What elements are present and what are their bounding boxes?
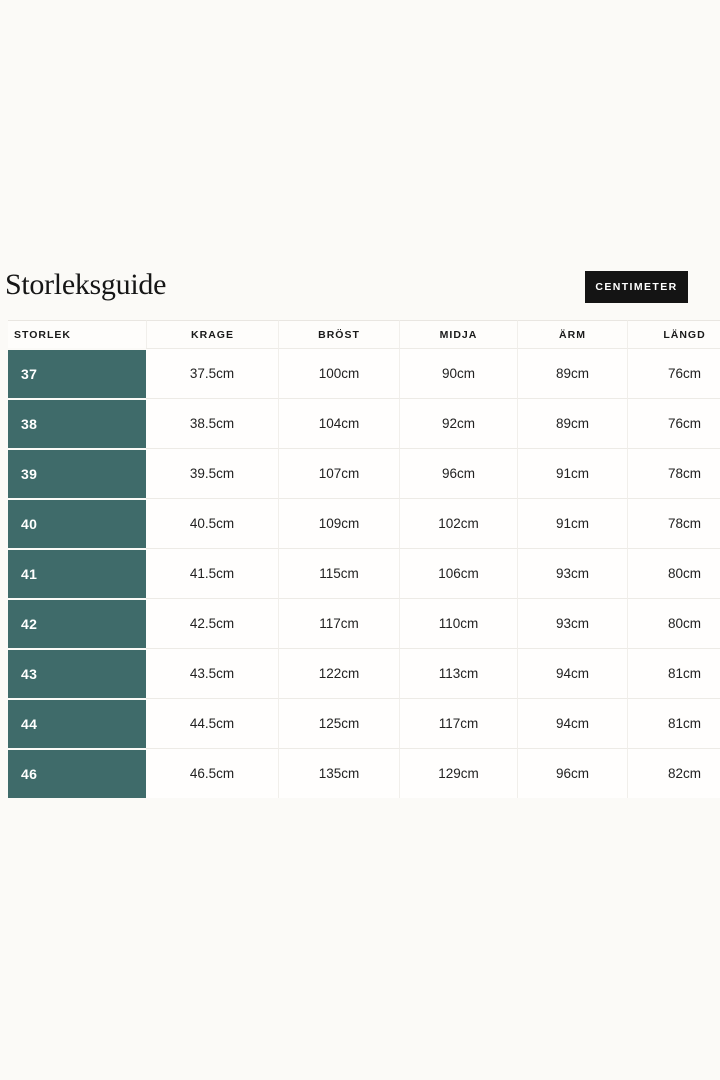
size-cell: 38: [8, 398, 146, 448]
measurement-cell-midja: 92cm: [399, 398, 517, 448]
measurement-cell-langd: 76cm: [627, 398, 720, 448]
size-guide-table: STORLEK KRAGE BRÖST MIDJA ÄRM LÄNGD 37 3…: [8, 320, 720, 798]
measurement-cell-langd: 81cm: [627, 648, 720, 698]
measurement-cell-langd: 80cm: [627, 598, 720, 648]
measurement-cell-krage: 39.5cm: [146, 448, 278, 498]
measurement-cell-krage: 42.5cm: [146, 598, 278, 648]
column-header-storlek: STORLEK: [8, 320, 146, 348]
measurement-cell-arm: 93cm: [517, 598, 627, 648]
column-header-krage: KRAGE: [146, 320, 278, 348]
table-row: 42 42.5cm 117cm 110cm 93cm 80cm: [8, 598, 720, 648]
measurement-cell-langd: 82cm: [627, 748, 720, 798]
table-row: 40 40.5cm 109cm 102cm 91cm 78cm: [8, 498, 720, 548]
table-row: 46 46.5cm 135cm 129cm 96cm 82cm: [8, 748, 720, 798]
column-header-brost: BRÖST: [278, 320, 399, 348]
measurement-cell-langd: 76cm: [627, 348, 720, 398]
measurement-cell-arm: 89cm: [517, 348, 627, 398]
measurement-cell-brost: 107cm: [278, 448, 399, 498]
size-cell: 42: [8, 598, 146, 648]
measurement-cell-midja: 96cm: [399, 448, 517, 498]
size-cell: 44: [8, 698, 146, 748]
size-cell: 43: [8, 648, 146, 698]
table-header-row: STORLEK KRAGE BRÖST MIDJA ÄRM LÄNGD: [8, 320, 720, 348]
table-row: 39 39.5cm 107cm 96cm 91cm 78cm: [8, 448, 720, 498]
measurement-cell-arm: 93cm: [517, 548, 627, 598]
size-cell: 37: [8, 348, 146, 398]
size-cell: 40: [8, 498, 146, 548]
measurement-cell-krage: 40.5cm: [146, 498, 278, 548]
size-cell: 46: [8, 748, 146, 798]
measurement-cell-langd: 78cm: [627, 498, 720, 548]
measurement-cell-krage: 38.5cm: [146, 398, 278, 448]
measurement-cell-arm: 89cm: [517, 398, 627, 448]
table-row: 37 37.5cm 100cm 90cm 89cm 76cm: [8, 348, 720, 398]
measurement-cell-langd: 80cm: [627, 548, 720, 598]
size-cell: 41: [8, 548, 146, 598]
measurement-cell-krage: 43.5cm: [146, 648, 278, 698]
measurement-cell-krage: 37.5cm: [146, 348, 278, 398]
table-body: 37 37.5cm 100cm 90cm 89cm 76cm 38 38.5cm…: [8, 348, 720, 798]
measurement-cell-arm: 96cm: [517, 748, 627, 798]
measurement-cell-arm: 94cm: [517, 698, 627, 748]
measurement-cell-brost: 122cm: [278, 648, 399, 698]
table-row: 44 44.5cm 125cm 117cm 94cm 81cm: [8, 698, 720, 748]
measurement-cell-midja: 110cm: [399, 598, 517, 648]
measurement-cell-brost: 117cm: [278, 598, 399, 648]
measurement-cell-midja: 106cm: [399, 548, 517, 598]
measurement-cell-brost: 135cm: [278, 748, 399, 798]
measurement-cell-krage: 44.5cm: [146, 698, 278, 748]
unit-toggle-button[interactable]: CENTIMETER: [585, 271, 688, 303]
measurement-cell-brost: 115cm: [278, 548, 399, 598]
measurement-cell-midja: 90cm: [399, 348, 517, 398]
measurement-cell-brost: 100cm: [278, 348, 399, 398]
measurement-cell-arm: 94cm: [517, 648, 627, 698]
measurement-cell-brost: 125cm: [278, 698, 399, 748]
column-header-midja: MIDJA: [399, 320, 517, 348]
measurement-cell-midja: 129cm: [399, 748, 517, 798]
measurement-cell-brost: 104cm: [278, 398, 399, 448]
measurement-cell-midja: 117cm: [399, 698, 517, 748]
column-header-langd: LÄNGD: [627, 320, 720, 348]
measurement-cell-midja: 113cm: [399, 648, 517, 698]
page-title: Storleksguide: [5, 268, 167, 301]
measurement-cell-arm: 91cm: [517, 448, 627, 498]
measurement-cell-krage: 46.5cm: [146, 748, 278, 798]
measurement-cell-langd: 81cm: [627, 698, 720, 748]
table-row: 38 38.5cm 104cm 92cm 89cm 76cm: [8, 398, 720, 448]
measurement-cell-krage: 41.5cm: [146, 548, 278, 598]
table-row: 41 41.5cm 115cm 106cm 93cm 80cm: [8, 548, 720, 598]
measurement-cell-langd: 78cm: [627, 448, 720, 498]
size-cell: 39: [8, 448, 146, 498]
table-row: 43 43.5cm 122cm 113cm 94cm 81cm: [8, 648, 720, 698]
measurement-cell-arm: 91cm: [517, 498, 627, 548]
measurement-cell-midja: 102cm: [399, 498, 517, 548]
column-header-arm: ÄRM: [517, 320, 627, 348]
measurement-cell-brost: 109cm: [278, 498, 399, 548]
